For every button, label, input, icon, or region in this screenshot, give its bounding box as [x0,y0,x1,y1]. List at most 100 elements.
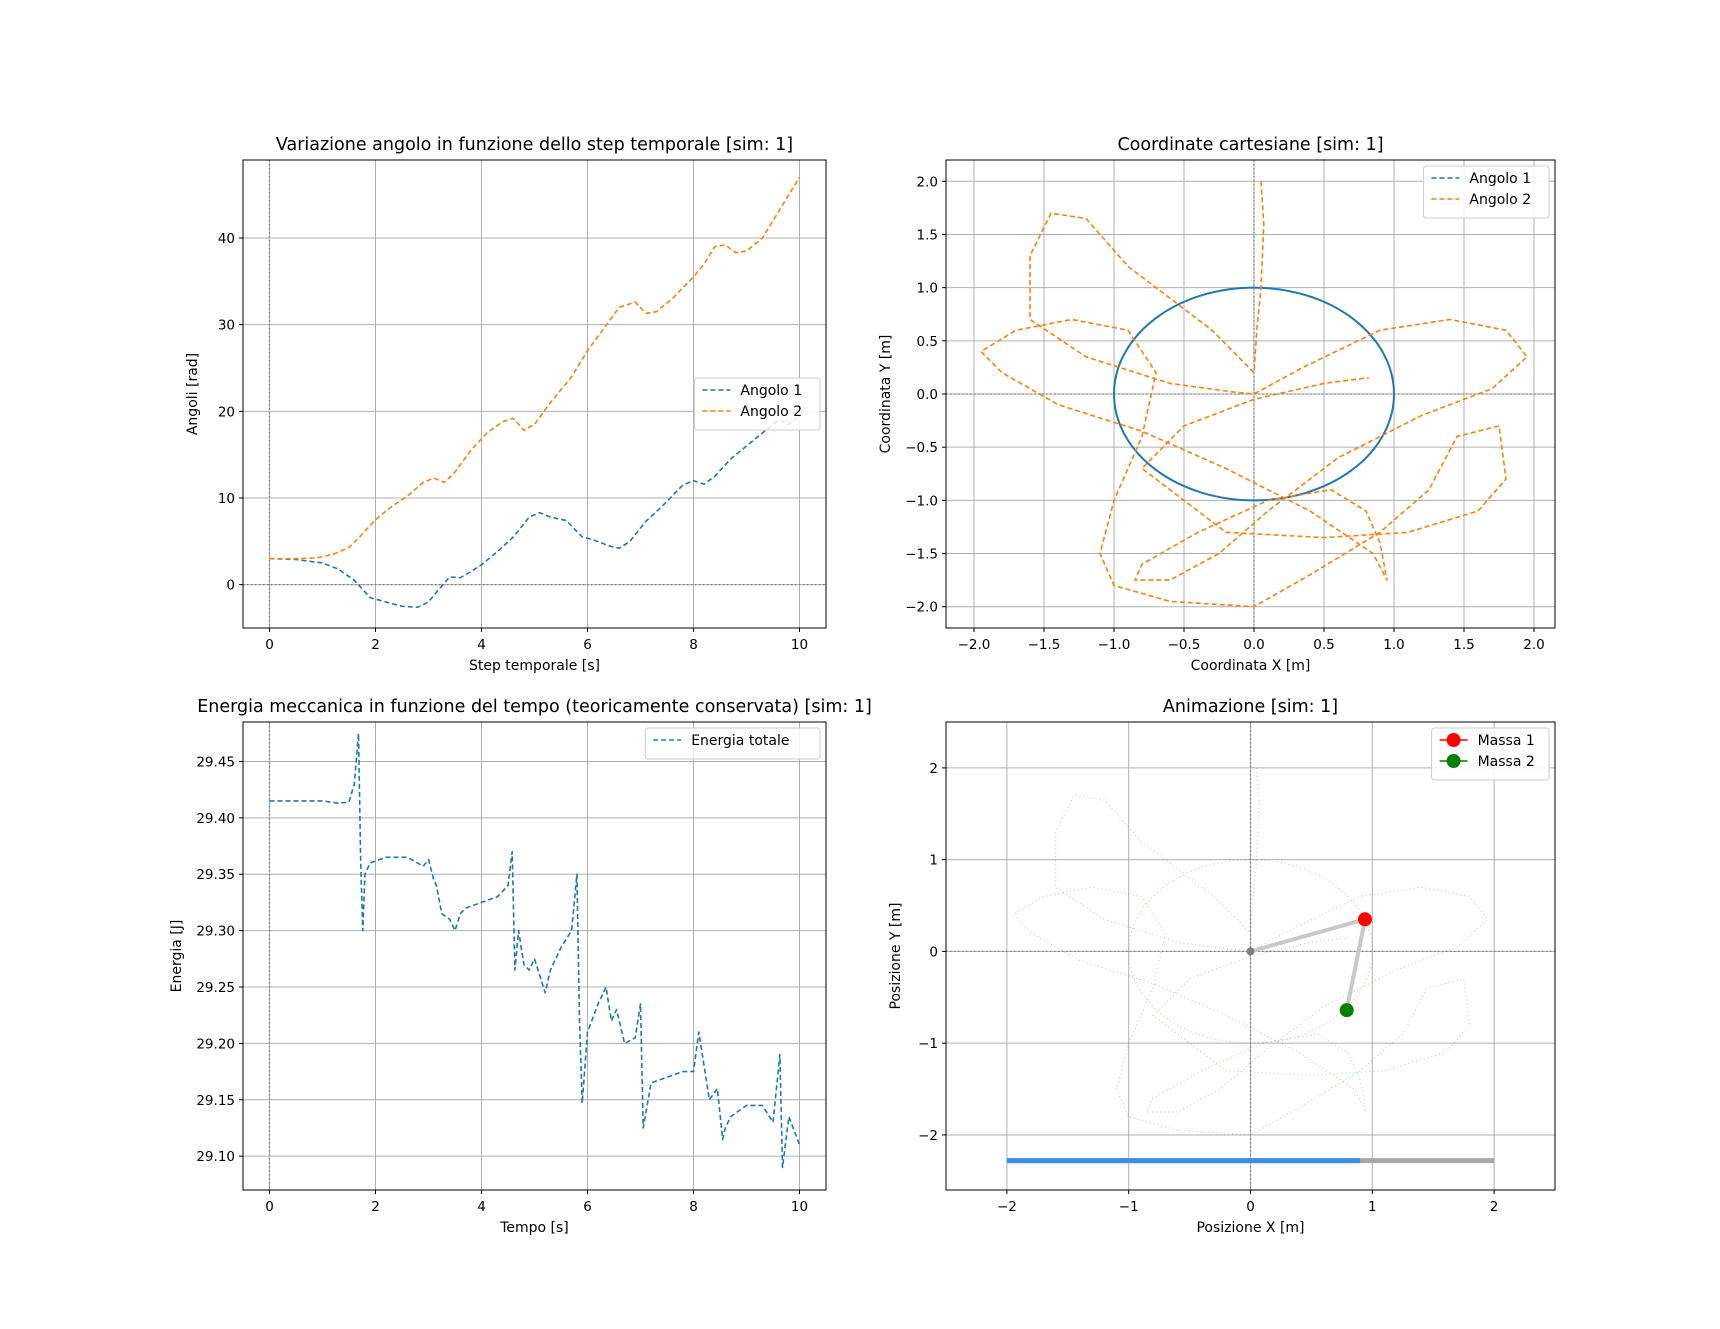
plot-area [1006,767,1495,1164]
x-tick-label: 4 [477,637,486,653]
x-tick-label: −0.5 [1168,637,1201,653]
legend-marker [1446,754,1461,768]
x-tick-label: 6 [583,1199,592,1215]
plot-frame [242,721,827,1191]
legend-label: Angolo 2 [740,404,802,420]
x-tick-label: 8 [689,637,698,653]
y-tick-label: −2.0 [905,600,938,616]
x-axis-label: Step temporale [s] [469,658,600,674]
chart-title: Animazione [sim: 1] [1163,697,1338,717]
mass-2-marker [1339,1003,1354,1018]
plot-area [269,732,801,1169]
x-tick-label: −2.0 [958,637,991,653]
series-line-1 [269,732,801,1169]
legend-box [693,377,821,431]
legend-label: Massa 2 [1478,754,1535,770]
y-tick-label: 0.5 [917,334,938,350]
chart-panel-1: 0 2 4 6 8 10 0 10 20 30 40 Variazione angolo in fun… [185,135,827,674]
x-tick-label: −2 [997,1199,1017,1215]
legend: Energia totale [644,727,821,760]
y-tick-label: −1.0 [905,493,938,509]
y-axis-label: Coordinata Y [m] [878,335,894,454]
x-axis-label: Posizione X [m] [1196,1220,1304,1236]
x-tick-label: 2 [371,1199,380,1215]
legend-box [1422,165,1550,219]
plot-frame [242,159,827,629]
x-tick-label: 0 [265,637,274,653]
y-tick-label: 29.20 [196,1036,235,1052]
x-axis-label: Coordinata X [m] [1191,658,1311,674]
x-tick-label: 4 [477,1199,486,1215]
y-tick-label: −1 [918,1036,938,1052]
x-tick-label: 2 [1490,1199,1499,1215]
pendulum-arm-1 [1249,917,1366,954]
y-tick-label: 30 [218,318,235,334]
plot-frame [945,721,1556,1191]
series-line-2 [980,181,1528,608]
series-angolo-1-circle [1113,286,1395,502]
x-tick-label: 1 [1368,1199,1377,1215]
y-tick-label: 29.10 [196,1149,235,1165]
x-tick-label: −1.5 [1028,637,1061,653]
plot-area [269,176,801,608]
x-tick-label: 10 [791,1199,808,1215]
x-tick-label: 6 [583,637,592,653]
y-tick-label: 1.0 [917,281,938,297]
x-tick-label: −1.0 [1098,637,1131,653]
pendulum-arm-2 [1344,918,1367,1011]
y-axis-label: Angoli [rad] [185,353,201,435]
y-tick-label: 2 [929,761,938,777]
legend-label: Angolo 2 [1469,192,1531,208]
legend-label: Massa 1 [1478,733,1535,749]
x-tick-label: 1.0 [1383,637,1404,653]
y-tick-label: 29.15 [196,1093,235,1109]
legend-marker [1446,733,1461,747]
y-tick-label: −2 [918,1128,938,1144]
x-axis-label: Tempo [s] [499,1220,569,1236]
y-tick-label: 1.5 [917,227,938,243]
chart-title: Variazione angolo in funzione dello step… [276,135,793,155]
x-tick-label: 0 [1246,1199,1255,1215]
plot-area [980,181,1528,608]
y-tick-label: 0 [929,944,938,960]
y-tick-label: 1 [929,853,938,869]
x-tick-label: 0.0 [1243,637,1264,653]
legend-box [644,727,821,760]
y-tick-label: 29.30 [196,924,235,940]
x-tick-label: −1 [1119,1199,1139,1215]
y-tick-label: 29.45 [196,754,235,770]
x-tick-label: 10 [791,637,808,653]
x-tick-label: 8 [689,1199,698,1215]
x-tick-label: 2.0 [1523,637,1544,653]
series-line-2 [269,176,801,560]
chart-panel-4: −2 −1 0 1 2 −2 −1 0 1 2 Animazione [sim: 1] Posizio… [888,697,1556,1236]
y-tick-label: 29.25 [196,980,235,996]
y-tick-label: −1.5 [905,547,938,563]
y-tick-label: 0.0 [917,387,938,403]
y-tick-label: 2.0 [917,174,938,190]
y-tick-label: 20 [218,404,235,420]
y-tick-label: 29.40 [196,811,235,827]
x-tick-label: 0 [265,1199,274,1215]
legend-label: Angolo 1 [1469,171,1531,187]
legend-label: Energia totale [691,733,789,749]
chart-title: Energia meccanica in funzione del tempo … [197,697,872,717]
y-tick-label: 40 [218,231,235,247]
y-tick-label: 0 [226,578,235,594]
legend: Angolo 1 Angolo 2 [1422,165,1550,219]
chart-title: Coordinate cartesiane [sim: 1] [1117,135,1383,155]
pivot-point [1246,947,1255,956]
y-axis-label: Energia [J] [169,920,185,993]
y-tick-label: −0.5 [905,440,938,456]
mass-1-marker [1357,912,1372,927]
y-tick-label: 10 [218,491,235,507]
x-tick-label: 1.5 [1453,637,1474,653]
legend-label: Angolo 1 [740,383,802,399]
x-tick-label: 0.5 [1313,637,1334,653]
mass1-trail [1128,859,1373,1044]
y-tick-label: 29.35 [196,867,235,883]
chart-panel-3: 0 2 4 6 8 10 29.10 29.15 29.20 29.25 29.30 29.35 29.… [169,697,872,1236]
series-line-1 [269,415,801,608]
legend: Massa 1 Massa 2 [1431,727,1550,781]
